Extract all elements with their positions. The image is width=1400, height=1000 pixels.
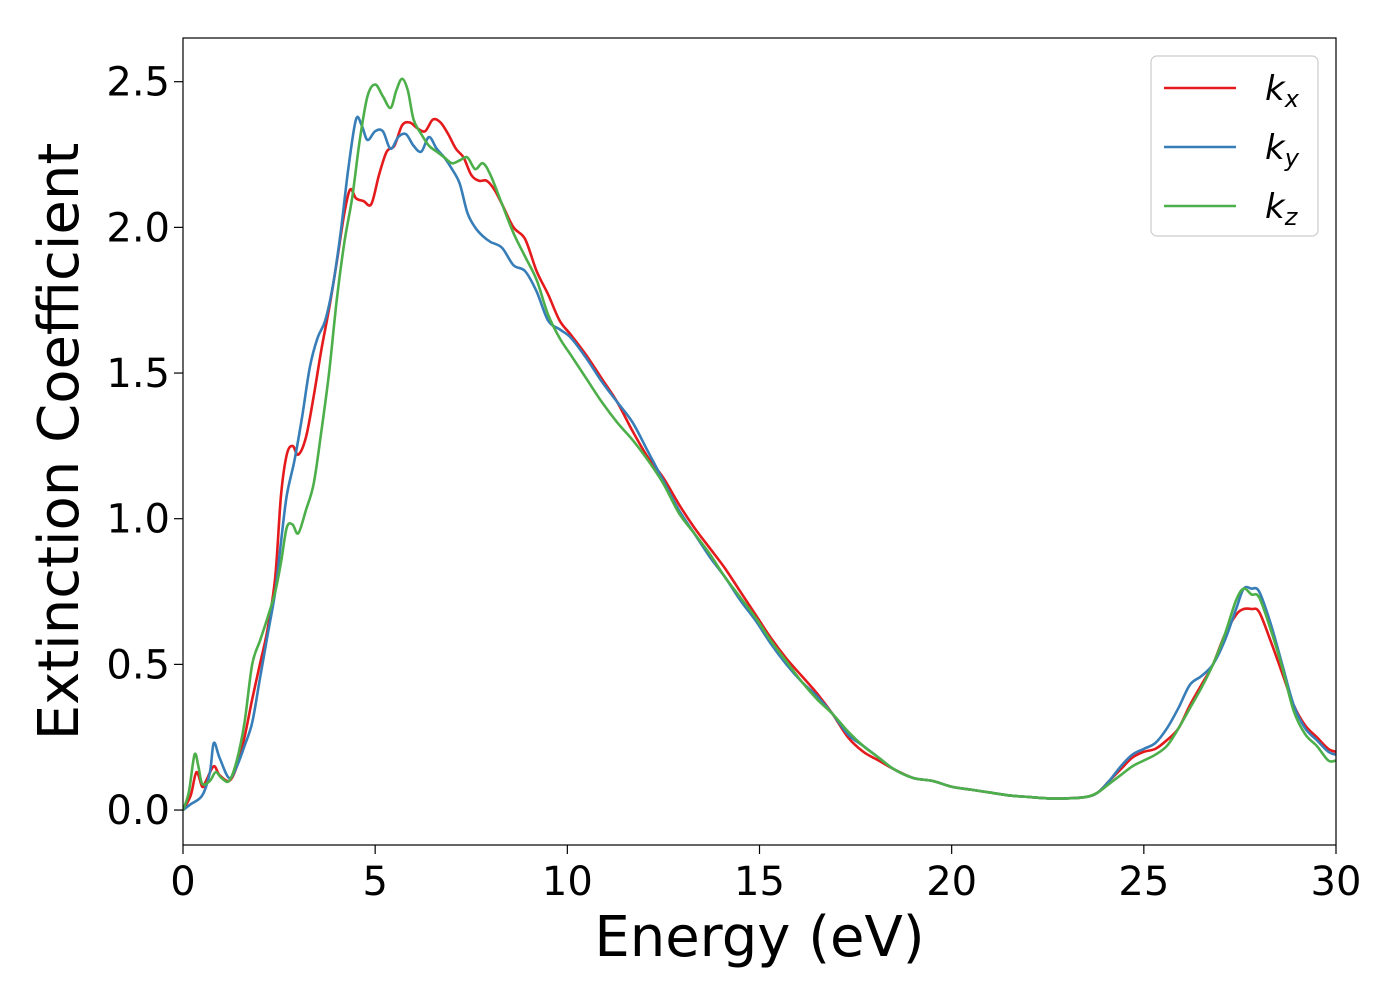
legend-label-kz: kz [1265,187,1299,231]
y-tick-label: 0.0 [106,788,170,834]
legend-label-kx: kx [1265,69,1300,113]
x-axis-title: Energy (eV) [594,905,924,970]
series-line-kx [183,117,1336,811]
series-line-kz [183,77,1336,811]
y-axis-title: Extinction Coefficient [27,143,92,741]
legend-label-ky: ky [1265,128,1300,172]
x-tick-label: 20 [926,859,977,905]
legend: kx ky kz [1150,55,1319,237]
y-tick-label: 1.5 [106,351,170,397]
x-tick-label: 10 [542,859,593,905]
y-axis-ticks: 0.0 0.5 1.0 1.5 2.0 2.5 [106,60,183,834]
x-tick-label: 5 [362,859,387,905]
series-line-ky [183,115,1336,812]
x-axis-ticks: 0 5 10 15 20 25 30 [170,845,1361,905]
y-tick-label: 1.0 [106,497,170,543]
x-tick-label: 30 [1311,859,1362,905]
x-tick-label: 0 [170,859,195,905]
x-tick-label: 15 [734,859,785,905]
y-tick-label: 2.5 [106,60,170,106]
y-tick-label: 0.5 [106,642,170,688]
plot-lines [183,77,1336,812]
y-tick-label: 2.0 [106,205,170,251]
x-tick-label: 25 [1118,859,1169,905]
